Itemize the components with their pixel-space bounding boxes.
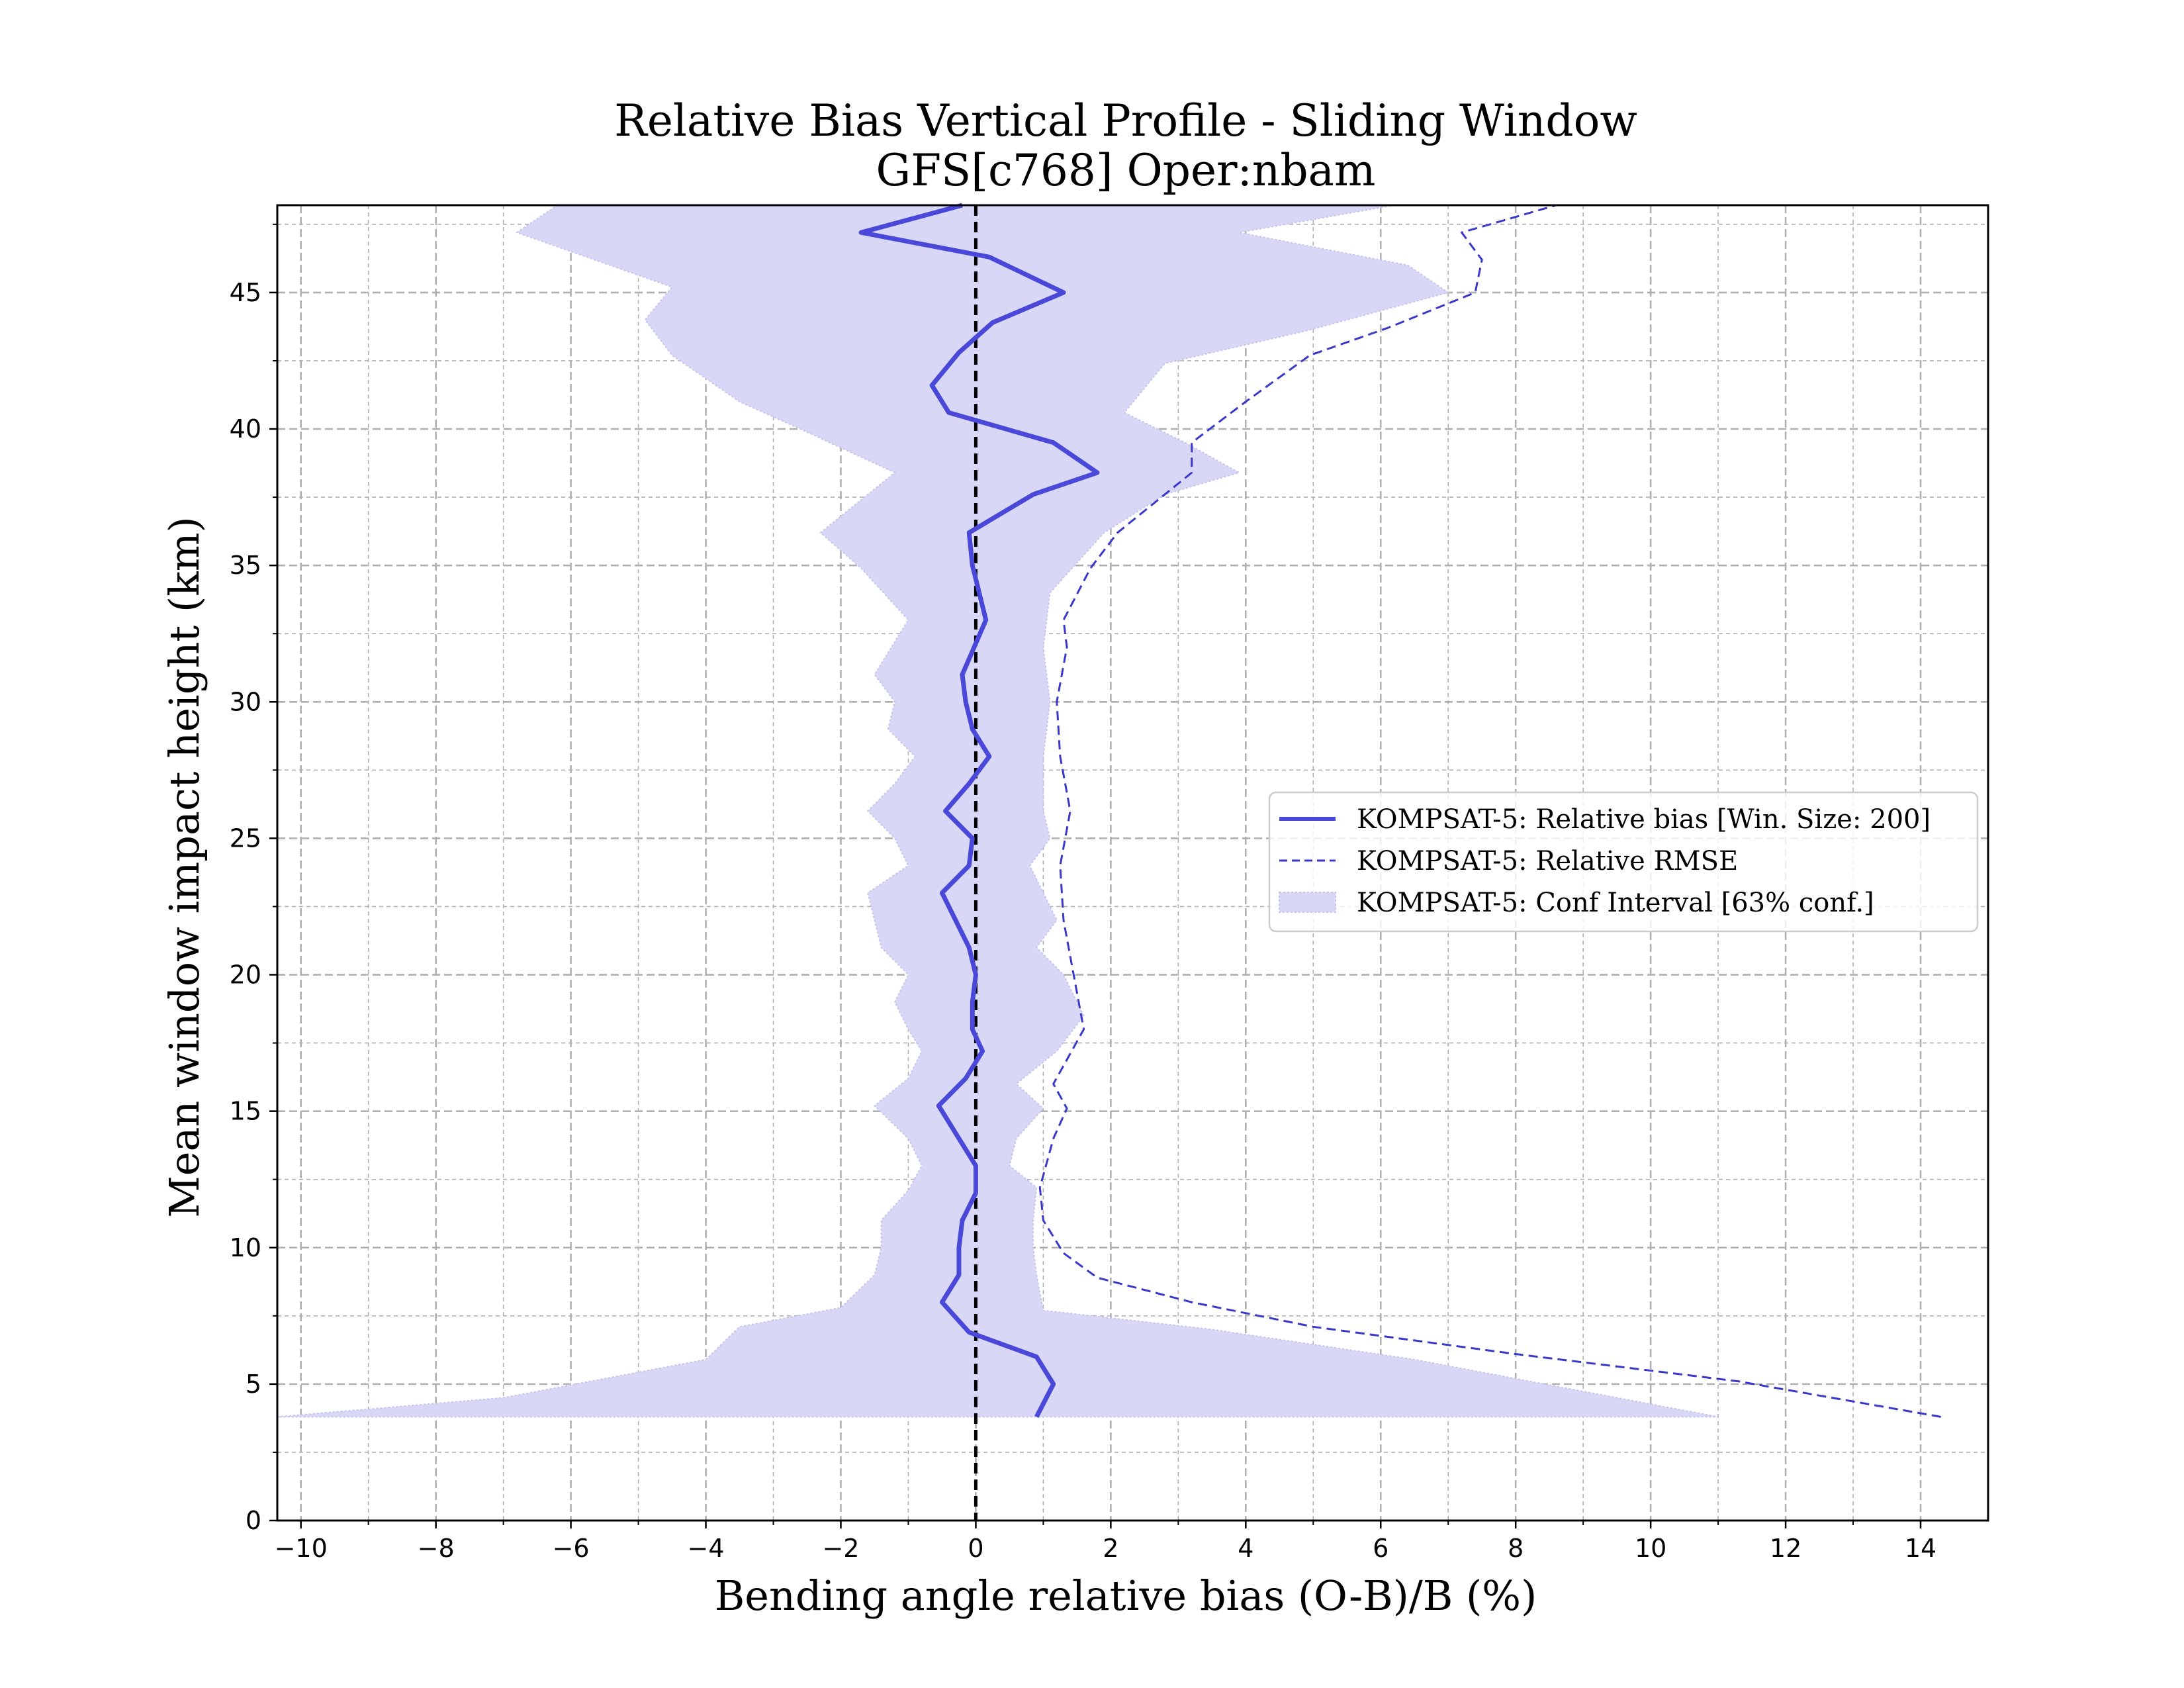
x-tick-label: 12 [1770,1534,1801,1563]
y-axis-label: Mean window impact height (km) [160,516,208,1217]
axis-ticks: −10 −8 −6 −4 −2 0 2 4 6 8 10 12 14 0 5 10 15 20 25 30 35 40 45 [230,223,1936,1563]
legend-box [1268,791,1979,933]
confidence-interval-band [277,205,1719,1418]
relative-bias-line [858,203,1100,1418]
x-tick-label: 14 [1905,1534,1936,1563]
y-tick-label: 40 [230,414,261,444]
y-tick-label: 30 [230,687,261,716]
series-lines [858,203,1941,1418]
plot-area: −10 −8 −6 −4 −2 0 2 4 6 8 10 12 14 0 5 10 15 20 25 30 35 40 45 [230,203,1989,1563]
y-tick-label: 45 [230,278,261,307]
x-tick-label: −2 [822,1534,859,1563]
x-tick-label: 0 [968,1534,983,1563]
y-tick-label: 0 [246,1506,261,1535]
x-tick-label: −6 [553,1534,590,1563]
y-tick-label: 25 [230,823,261,853]
x-tick-label: −10 [275,1534,328,1563]
y-tick-label: 10 [230,1233,261,1262]
chart-subtitle: GFS[c768] Oper:nbam [876,145,1375,196]
x-tick-label: 2 [1103,1534,1118,1563]
x-tick-label: −8 [418,1534,455,1563]
x-tick-label: 8 [1508,1534,1524,1563]
x-axis-label: Bending angle relative bias (O-B)/B (%) [715,1571,1537,1620]
legend-ci-label: KOMPSAT-5: Conf Interval [63% conf.] [1357,888,1874,918]
y-tick-label: 5 [246,1370,261,1399]
x-tick-label: 10 [1635,1534,1666,1563]
x-tick-label: 4 [1238,1534,1253,1563]
legend: KOMPSAT-5: Relative bias [Win. Size: 200… [1268,791,1979,933]
x-tick-label: 6 [1373,1534,1388,1563]
confidence-interval-area [277,205,1719,1418]
legend-ci-swatch [1279,892,1336,913]
relative-rmse-line [1038,204,1941,1418]
y-tick-label: 20 [230,961,261,990]
y-tick-label: 15 [230,1097,261,1126]
chart-title: Relative Bias Vertical Profile - Sliding… [614,95,1637,146]
legend-bias-label: KOMPSAT-5: Relative bias [Win. Size: 200… [1357,804,1931,835]
x-tick-label: −4 [688,1534,725,1563]
y-tick-label: 35 [230,551,261,580]
legend-rmse-label: KOMPSAT-5: Relative RMSE [1357,846,1738,876]
plot-frame [276,204,1989,1522]
